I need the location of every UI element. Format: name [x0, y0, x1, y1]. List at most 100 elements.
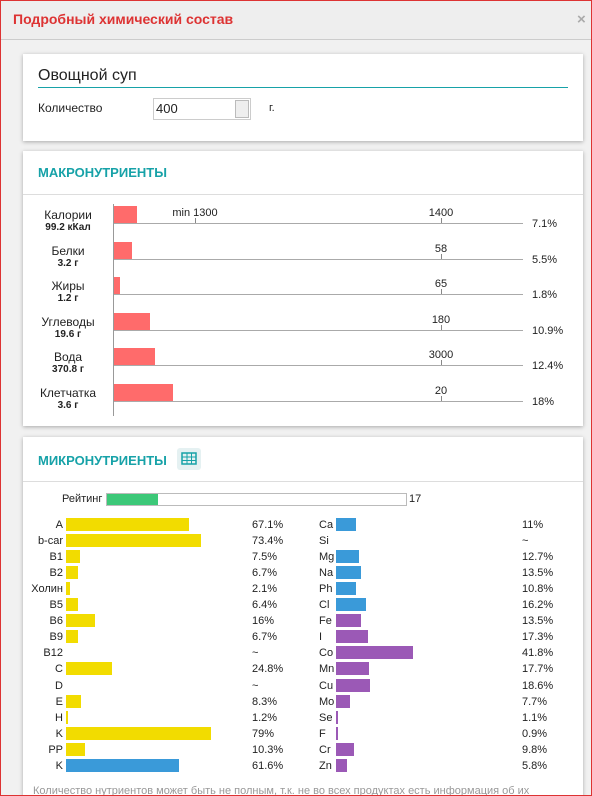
nutrient-name: F — [319, 727, 326, 740]
nutrient-name: Cu — [319, 679, 334, 692]
nutrient-percent: 16% — [252, 615, 275, 628]
norm-label: 1400 — [428, 207, 454, 219]
nutrient-percent: 61.6% — [252, 759, 284, 772]
footnote: Количество нутриентов может быть не полн… — [33, 785, 530, 796]
nutrient-name: K — [55, 759, 63, 772]
nutrient-name: A — [55, 519, 63, 531]
nutrient-name: B2 — [49, 567, 63, 580]
nutrient-percent: 7.7% — [522, 695, 548, 708]
nutrient-name: K — [55, 727, 63, 740]
unit: г. — [269, 102, 275, 114]
nutrient-name: Fe — [319, 615, 332, 628]
nutrient-percent: 9.8% — [522, 743, 548, 756]
micro-panel — [23, 437, 583, 795]
macro-amount: 370.8 г — [52, 364, 84, 376]
title-bar — [1, 1, 591, 40]
nutrient-name: C — [55, 663, 63, 676]
macro-amount: 3.2 г — [57, 257, 79, 269]
nutrient-name: Cr — [319, 743, 331, 756]
nutrient-bar — [66, 534, 202, 548]
macro-bar — [114, 384, 174, 402]
nutrient-percent: 17.7% — [522, 663, 554, 676]
close-button[interactable]: × — [577, 11, 586, 28]
nutrient-bar — [336, 550, 360, 564]
norm-line — [114, 329, 523, 331]
nutrient-percent: 11% — [522, 519, 544, 531]
quantity-label: Количество — [38, 101, 103, 115]
nutrient-bar — [336, 710, 339, 724]
norm-line — [114, 365, 523, 367]
norm-line — [114, 294, 523, 296]
nutrient-bar — [336, 598, 366, 612]
nutrient-percent: 0.9% — [522, 727, 548, 740]
title: Подробный химический состав — [13, 11, 234, 27]
nutrient-bar — [66, 582, 70, 596]
macro-title: МАКРОНУТРИЕНТЫ — [38, 165, 167, 180]
macro-bar — [114, 277, 120, 296]
norm-label: 65 — [434, 278, 448, 291]
macro-bar — [114, 241, 133, 260]
nutrient-percent: 6.7% — [252, 567, 278, 580]
nutrient-percent: ~ — [522, 535, 529, 548]
nutrient-name: B9 — [49, 631, 63, 644]
separator — [23, 194, 583, 195]
nutrient-percent: 41.8% — [522, 647, 554, 660]
rating-bar — [107, 494, 158, 505]
nutrient-name: Mg — [319, 551, 335, 564]
macro-name: Клетчатка — [39, 386, 97, 400]
norm-tick — [441, 324, 442, 330]
nutrient-bar — [336, 726, 338, 740]
nutrient-bar — [336, 758, 347, 772]
macro-amount: 3.6 г — [57, 400, 79, 411]
norm-tick — [441, 289, 442, 295]
norm-tick — [441, 253, 442, 259]
norm-label: 3000 — [428, 349, 454, 362]
nutrient-bar — [66, 518, 190, 531]
nutrient-percent: 16.2% — [522, 599, 554, 612]
macro-name: Вода — [53, 350, 83, 365]
nutrient-name: Ph — [319, 583, 333, 596]
nutrient-bar — [66, 758, 180, 772]
nutrient-percent: 10.3% — [252, 743, 284, 756]
macro-percent: 18% — [532, 396, 555, 408]
quantity-input[interactable]: 400 — [153, 98, 251, 120]
nutrient-name: Ca — [319, 519, 334, 531]
nutrient-bar — [336, 630, 368, 644]
nutrient-name: Si — [319, 535, 329, 548]
norm-tick — [441, 396, 442, 401]
nutrient-name: Se — [319, 711, 333, 724]
norm-tick — [195, 218, 196, 223]
table-icon[interactable] — [177, 448, 201, 470]
nutrient-name: Cl — [319, 599, 330, 612]
nutrient-percent: 6.7% — [252, 631, 278, 644]
nutrient-percent: 10.8% — [522, 583, 554, 596]
macro-name: Белки — [51, 243, 85, 258]
macro-name: Жиры — [51, 279, 85, 294]
norm-label: min 1300 — [172, 207, 218, 219]
norm-tick — [441, 360, 442, 366]
macro-name: Углеводы — [41, 314, 95, 329]
nutrient-name: E — [55, 695, 63, 708]
nutrient-bar — [66, 630, 79, 644]
nutrient-name: Zn — [319, 759, 332, 772]
nutrient-name: Na — [319, 567, 334, 580]
nutrient-percent: 2.1% — [252, 583, 278, 596]
rating-label: Рейтинг — [62, 493, 103, 505]
nutrient-bar — [336, 678, 371, 692]
nutrient-percent: 24.8% — [252, 663, 284, 676]
nutrient-name: H — [55, 711, 63, 724]
macro-percent: 1.8% — [532, 289, 558, 302]
spinner[interactable] — [235, 100, 249, 118]
nutrient-bar — [336, 694, 351, 708]
rating-value: 17 — [409, 493, 422, 505]
nutrient-bar — [336, 566, 361, 580]
nutrient-percent: 1.2% — [252, 711, 278, 724]
nutrient-name: Co — [319, 647, 334, 660]
nutrient-name: Mo — [319, 695, 335, 708]
nutrient-name: B12 — [43, 647, 63, 660]
nutrient-percent: 6.4% — [252, 599, 278, 612]
nutrient-percent: ~ — [252, 647, 259, 660]
nutrient-name: B1 — [49, 551, 63, 564]
nutrient-name: Mn — [319, 663, 335, 676]
nutrient-percent: 7.5% — [252, 551, 278, 564]
